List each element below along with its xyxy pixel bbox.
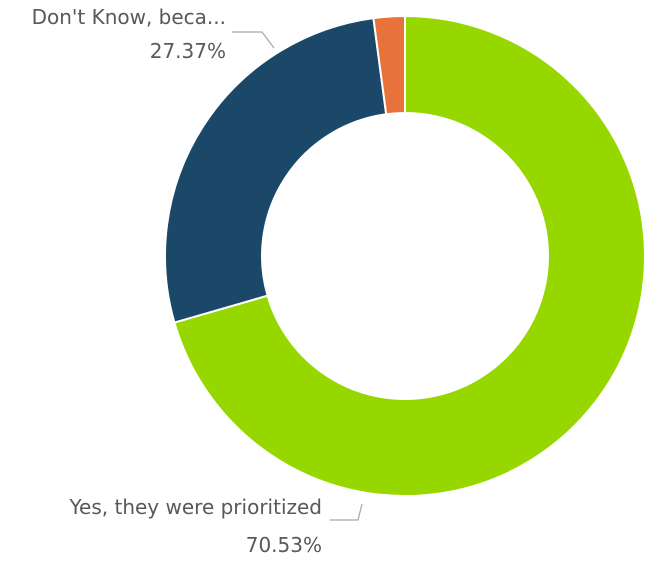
data-label-dont-know-name: Don't Know, beca... (32, 5, 226, 29)
donut-slice-yes (173, 14, 646, 497)
donut-slices (164, 14, 646, 497)
donut-slice-other (372, 14, 406, 116)
data-label-dont-know-value: 27.37% (150, 39, 226, 63)
data-label-yes-name: Yes, they were prioritized (68, 495, 322, 519)
leader-line-yes (330, 503, 363, 521)
data-labels: Yes, they were prioritized 70.53% Don't … (32, 5, 322, 557)
data-label-yes-value: 70.53% (246, 533, 322, 556)
leader-lines (232, 31, 363, 521)
leader-line-dont-know (232, 31, 275, 49)
donut-slice-dont-know (164, 16, 388, 324)
